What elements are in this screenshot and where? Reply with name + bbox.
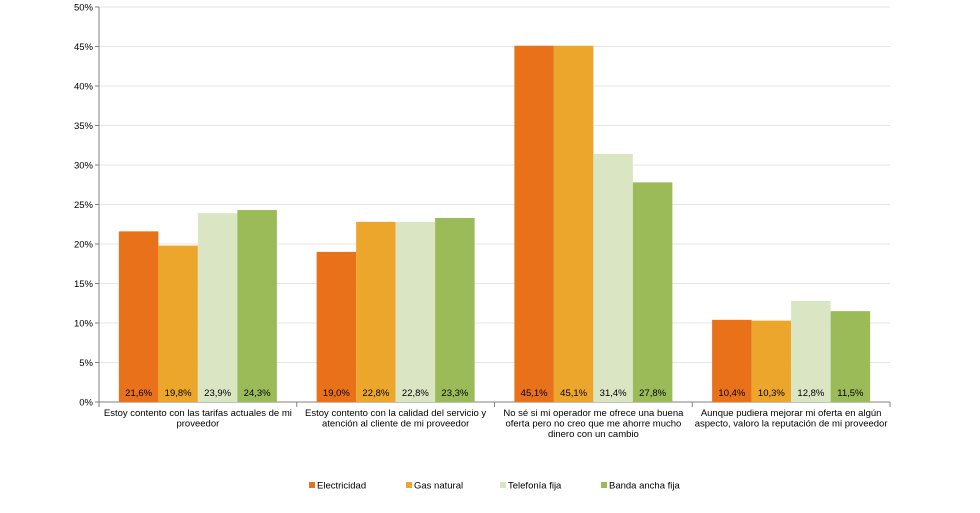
bar-electricidad (118, 231, 159, 402)
bar-telefonía-fija (197, 213, 238, 402)
y-tick-label: 50% (74, 3, 94, 14)
data-label: 11,5% (837, 388, 864, 399)
data-label: 21,6% (125, 388, 152, 399)
y-tick-label: 5% (79, 358, 93, 369)
bar-banda-ancha-fija (237, 210, 277, 402)
category-label: Aunque pudiera mejorar mi oferta en algú… (701, 408, 882, 419)
legend-swatch (500, 482, 506, 488)
legend-swatch (309, 482, 315, 488)
y-tick-label: 0% (79, 398, 93, 409)
data-label: 22,8% (402, 388, 429, 399)
legend-label: Electricidad (317, 481, 366, 492)
y-tick-label: 25% (74, 200, 94, 211)
y-tick-label: 20% (74, 240, 94, 251)
data-label: 27,8% (639, 388, 666, 399)
bar-telefonía-fija (791, 300, 831, 402)
data-label: 23,9% (204, 388, 231, 399)
data-label: 45,1% (560, 388, 587, 399)
data-label: 10,4% (718, 388, 745, 399)
category-label: Estoy contento con las tarifas actuales … (104, 408, 292, 419)
category-label: proveedor (176, 419, 219, 430)
y-tick-label: 35% (74, 121, 94, 132)
data-label: 31,4% (600, 388, 627, 399)
bar-gas-natural (356, 221, 396, 402)
data-label: 10,3% (758, 388, 785, 399)
bar-electricidad (712, 319, 752, 402)
bar-gas-natural (751, 320, 792, 402)
data-label: 19,0% (323, 388, 350, 399)
legend-swatch (406, 482, 412, 488)
data-label: 45,1% (521, 388, 548, 399)
data-label: 24,3% (244, 388, 271, 399)
data-label: 22,8% (362, 388, 389, 399)
category-label: oferta pero no creo que me ahorre mucho (505, 419, 681, 430)
data-label: 12,8% (797, 388, 824, 399)
legend-label: Gas natural (414, 481, 463, 492)
category-label: Estoy contento con la calidad del servic… (305, 408, 486, 419)
y-tick-label: 40% (74, 82, 94, 93)
y-tick-label: 30% (74, 161, 94, 172)
bar-gas-natural (158, 245, 198, 402)
data-label: 19,8% (165, 388, 192, 399)
legend-label: Banda ancha fija (609, 481, 680, 492)
bar-telefonía-fija (395, 221, 436, 402)
category-label: dinero con un cambio (548, 429, 639, 440)
y-tick-label: 15% (74, 279, 94, 290)
bar-electricidad (514, 45, 554, 403)
bar-banda-ancha-fija (435, 217, 475, 402)
legend-label: Telefonía fija (508, 481, 562, 492)
bar-banda-ancha-fija (632, 182, 673, 402)
bar-electricidad (316, 251, 357, 402)
legend-swatch (601, 482, 607, 488)
y-tick-label: 45% (74, 42, 94, 53)
category-label: aspecto, valoro la reputación de mi prov… (695, 419, 888, 430)
category-label: atención al cliente de mi proveedor (322, 419, 469, 430)
category-label: No sé si mi operador me ofrece una buena (503, 408, 684, 419)
data-label: 23,3% (441, 388, 468, 399)
bar-gas-natural (553, 45, 594, 403)
bar-telefonía-fija (593, 153, 633, 402)
y-tick-label: 10% (74, 319, 94, 330)
bar-banda-ancha-fija (830, 311, 871, 402)
